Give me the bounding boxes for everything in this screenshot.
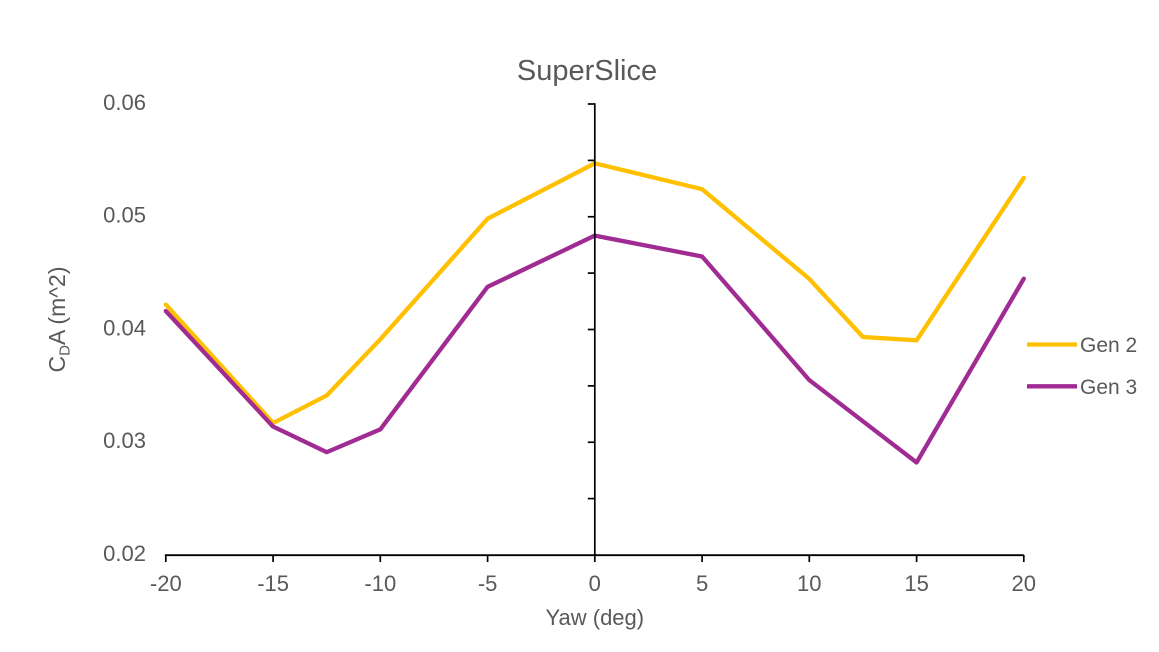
svg-text:-20: -20: [150, 571, 182, 596]
svg-text:0.03: 0.03: [103, 428, 146, 453]
svg-text:0.02: 0.02: [103, 541, 146, 566]
svg-text:0.04: 0.04: [103, 315, 146, 340]
svg-text:Gen 3: Gen 3: [1080, 376, 1137, 399]
svg-text:0.05: 0.05: [103, 203, 146, 228]
svg-text:5: 5: [696, 571, 708, 596]
svg-text:10: 10: [797, 571, 821, 596]
svg-text:CDA (m^2): CDA (m^2): [44, 267, 74, 373]
svg-text:-5: -5: [478, 571, 498, 596]
svg-text:Gen 2: Gen 2: [1080, 334, 1137, 357]
svg-text:0: 0: [589, 571, 601, 596]
svg-text:SuperSlice: SuperSlice: [517, 55, 657, 87]
svg-text:-15: -15: [257, 571, 289, 596]
svg-text:Yaw (deg): Yaw (deg): [545, 605, 644, 630]
svg-text:20: 20: [1012, 571, 1036, 596]
svg-text:15: 15: [904, 571, 928, 596]
svg-text:-10: -10: [364, 571, 396, 596]
svg-text:0.06: 0.06: [103, 90, 146, 115]
